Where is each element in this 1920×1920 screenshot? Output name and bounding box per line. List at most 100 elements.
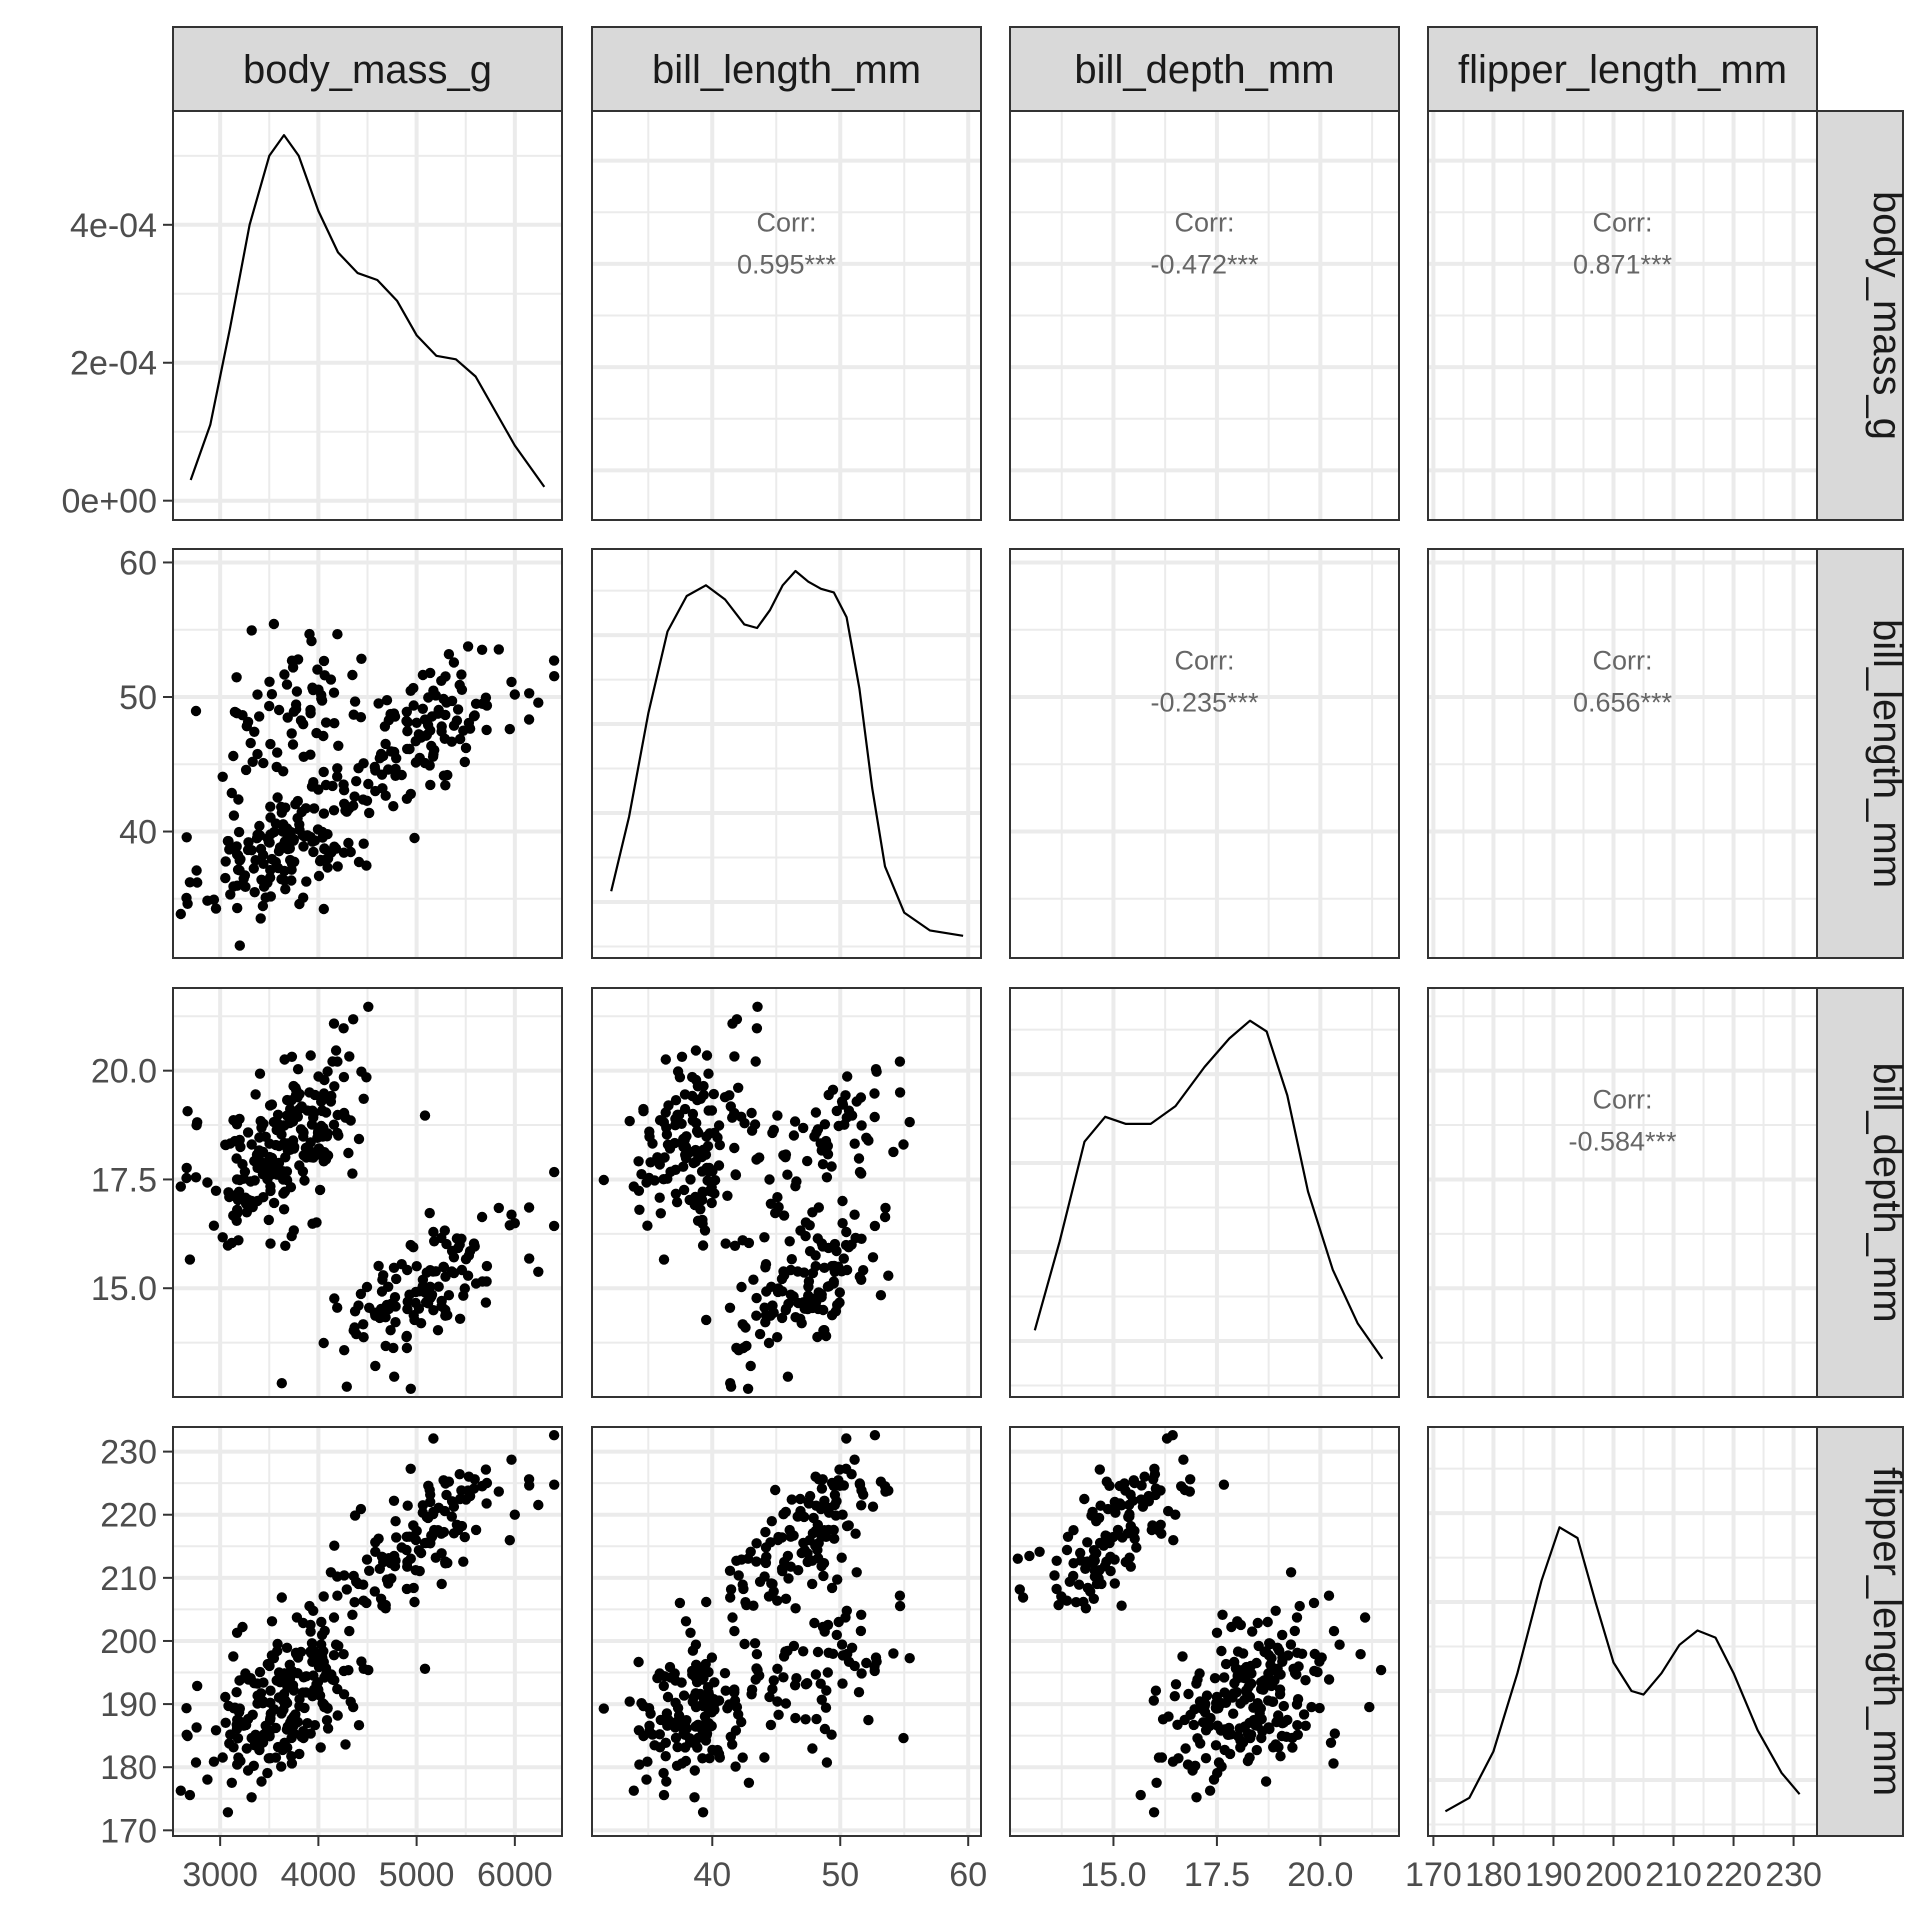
data-point bbox=[314, 1184, 326, 1196]
strip-label: body_mass_g bbox=[1865, 191, 1909, 440]
data-point bbox=[423, 1480, 434, 1492]
data-point bbox=[767, 1300, 778, 1311]
data-point bbox=[660, 1107, 671, 1118]
data-point bbox=[879, 1481, 891, 1492]
data-point bbox=[260, 892, 271, 903]
data-point bbox=[271, 1124, 282, 1136]
data-point bbox=[339, 1570, 350, 1581]
data-point bbox=[240, 764, 252, 776]
data-point bbox=[232, 864, 244, 875]
data-point bbox=[624, 1115, 635, 1127]
data-point bbox=[822, 1281, 834, 1292]
data-point bbox=[660, 1737, 671, 1749]
y-tick-label: 20.0 bbox=[91, 1053, 157, 1091]
data-point bbox=[1235, 1619, 1247, 1631]
data-point bbox=[776, 1312, 788, 1324]
density-curve-body_mass_g bbox=[189, 134, 546, 488]
data-point bbox=[305, 1728, 316, 1739]
data-point bbox=[1150, 1685, 1162, 1696]
data-point bbox=[665, 1672, 676, 1683]
data-point bbox=[898, 1139, 909, 1150]
data-point bbox=[363, 778, 374, 790]
data-point bbox=[313, 1071, 324, 1082]
data-point bbox=[254, 711, 265, 722]
data-point bbox=[273, 1140, 285, 1152]
data-point bbox=[223, 836, 234, 847]
data-point bbox=[1300, 1675, 1311, 1686]
data-point bbox=[255, 913, 266, 924]
data-point bbox=[385, 1325, 396, 1336]
data-point bbox=[369, 1586, 380, 1597]
data-point bbox=[347, 1168, 358, 1179]
data-point bbox=[696, 1674, 708, 1685]
data-point bbox=[729, 1625, 740, 1637]
corr-value: -0.584*** bbox=[1568, 1127, 1677, 1157]
data-point bbox=[837, 1218, 848, 1229]
data-point bbox=[1170, 1679, 1182, 1690]
strip-top-bill_depth_mm: bill_depth_mm bbox=[1009, 26, 1400, 112]
data-point bbox=[480, 1464, 492, 1475]
data-point bbox=[220, 872, 231, 884]
data-point bbox=[294, 898, 305, 910]
corr-value: -0.235*** bbox=[1150, 688, 1259, 718]
data-point bbox=[760, 1262, 771, 1273]
data-point bbox=[701, 1050, 713, 1061]
data-point bbox=[220, 1717, 231, 1729]
data-point bbox=[851, 1567, 862, 1578]
data-point bbox=[330, 843, 342, 854]
data-point bbox=[1034, 1546, 1045, 1558]
x-axis-bill_length_mm: 40 50 60 bbox=[693, 1836, 987, 1894]
data-point bbox=[1196, 1703, 1207, 1714]
data-point bbox=[738, 1583, 749, 1595]
data-point bbox=[1266, 1680, 1278, 1691]
data-point bbox=[628, 1785, 639, 1796]
data-point bbox=[279, 1054, 290, 1065]
data-point bbox=[265, 738, 276, 750]
data-point bbox=[448, 1252, 460, 1263]
data-point bbox=[1190, 1760, 1201, 1772]
data-point bbox=[379, 1555, 391, 1566]
data-point bbox=[749, 1638, 761, 1649]
data-point bbox=[377, 1600, 388, 1611]
data-point bbox=[670, 1717, 682, 1728]
data-point bbox=[175, 1785, 186, 1796]
panel-border bbox=[591, 548, 982, 959]
data-point bbox=[780, 1698, 792, 1709]
data-point bbox=[322, 1723, 334, 1734]
data-point bbox=[1191, 1678, 1202, 1689]
data-point bbox=[778, 1509, 789, 1520]
data-point bbox=[443, 649, 455, 660]
data-point bbox=[440, 1304, 451, 1316]
data-point bbox=[424, 760, 435, 771]
y-tick-label: 200 bbox=[100, 1623, 157, 1661]
data-point bbox=[405, 1463, 416, 1475]
data-point bbox=[760, 1557, 772, 1569]
data-point bbox=[804, 1246, 816, 1257]
data-point bbox=[271, 761, 282, 773]
data-point bbox=[837, 1195, 848, 1207]
data-point bbox=[1173, 1753, 1184, 1764]
data-point bbox=[761, 1286, 772, 1297]
data-point bbox=[370, 1360, 381, 1372]
data-point bbox=[688, 1157, 699, 1169]
data-point bbox=[415, 1547, 427, 1559]
data-point bbox=[533, 1266, 544, 1278]
data-point bbox=[443, 1290, 455, 1301]
data-point bbox=[1213, 1757, 1225, 1768]
data-point bbox=[373, 698, 384, 709]
data-point bbox=[671, 1197, 683, 1208]
data-point bbox=[452, 704, 464, 715]
data-point bbox=[883, 1270, 894, 1281]
data-point bbox=[815, 1288, 827, 1300]
data-point bbox=[803, 1556, 814, 1567]
data-point bbox=[698, 1720, 709, 1732]
data-point bbox=[175, 1181, 186, 1192]
data-point bbox=[773, 1709, 784, 1721]
data-point bbox=[678, 1728, 689, 1739]
data-point bbox=[181, 1703, 192, 1714]
data-point bbox=[826, 1310, 838, 1321]
panel-border bbox=[1009, 987, 1400, 1398]
panel-background bbox=[1428, 988, 1817, 1397]
data-point bbox=[262, 877, 273, 888]
data-point bbox=[264, 1151, 275, 1163]
